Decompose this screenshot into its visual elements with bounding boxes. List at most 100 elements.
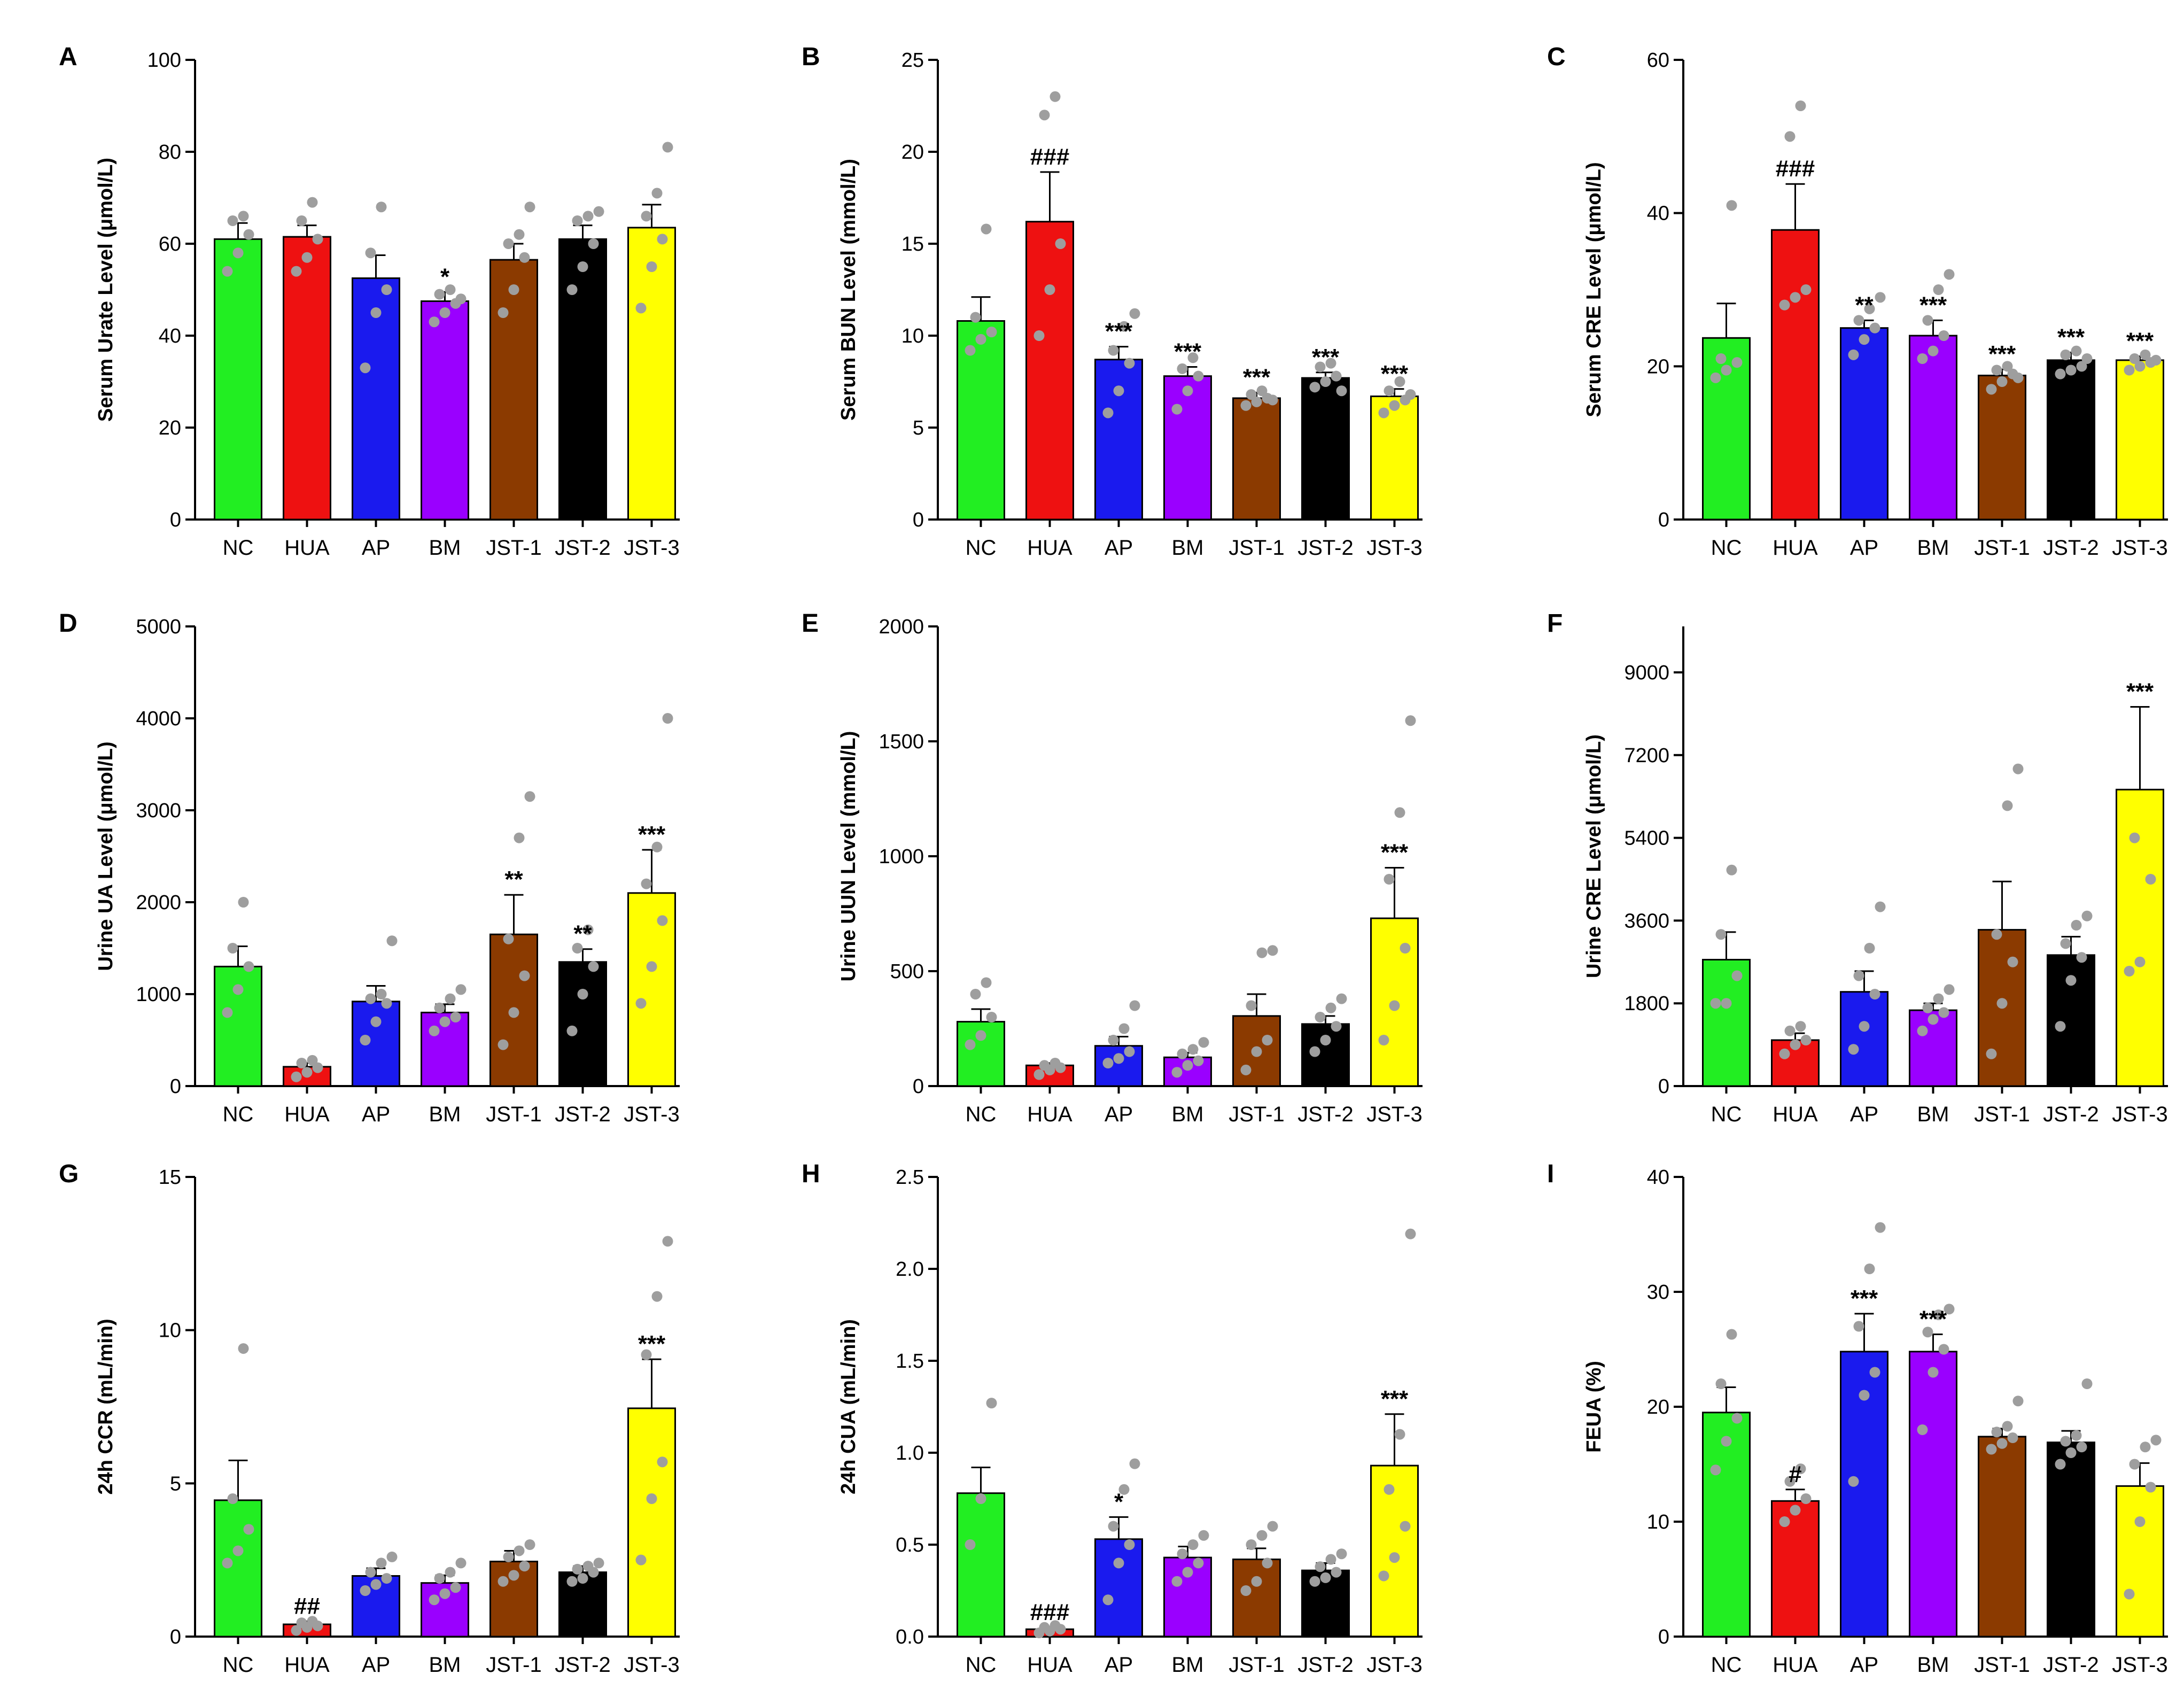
data-point-BM [434,1002,445,1013]
data-point-AP [1118,1023,1130,1034]
data-point-HUA [296,215,307,226]
x-tick-label-NC: NC [1711,1103,1742,1126]
data-point-JST-1 [1256,1530,1268,1541]
data-point-JST-1 [524,201,535,213]
data-point-NC [243,961,254,972]
data-point-AP [1102,407,1114,418]
data-point-BM [1922,315,1933,326]
data-point-NC [1710,998,1721,1009]
x-tick-label-AP: AP [1105,1653,1133,1677]
data-point-JST-2 [1331,370,1342,382]
data-point-JST-2 [1325,1554,1336,1565]
chart-panel-B: B Serum BUN Level (mmol/L) 0 5 10 15 20 25 NC ###… [802,43,1423,560]
data-point-JST-1 [498,1576,509,1587]
panel-label: D [59,609,77,638]
data-point-NC [1731,1413,1743,1424]
y-tick-label: 1.5 [896,1350,924,1373]
data-point-JST-2 [1309,1576,1320,1587]
data-point-JST-1 [503,1551,514,1562]
x-tick-label-BM: BM [1172,1653,1204,1677]
data-point-JST-1 [1262,1035,1273,1045]
data-point-JST-1 [1991,1427,2002,1438]
x-tick-label-JST-2: JST-2 [2043,1653,2098,1677]
data-point-JST-1 [1251,1576,1262,1587]
x-tick-label-JST-1: JST-1 [486,1653,541,1677]
x-tick-label-HUA: HUA [1027,536,1072,560]
chart-panel-F: F Urine CRE Level (μmol/L) 0 1800 3600 5400 72… [1547,609,2168,1126]
data-point-JST-2 [2060,349,2071,360]
data-point-BM [1933,284,1944,295]
significance-marker-JST-3: *** [1381,1386,1409,1412]
data-point-JST-2 [1320,376,1331,387]
data-point-NC [965,1039,976,1050]
data-point-NC [232,1545,244,1556]
x-tick-label-JST-3: JST-3 [1366,1103,1422,1126]
bar-JST-3 [1370,1464,1419,1638]
y-tick-label: 5 [170,1472,181,1495]
data-point-AP [360,362,371,374]
y-tick-label: 20 [1647,1396,1669,1419]
data-point-JST-3 [2134,956,2146,967]
data-point-AP [1124,358,1135,369]
data-point-BM [1922,1002,1933,1013]
chart-panel-H: H 24h CUA (mL/min) 0.0 0.5 1.0 1.5 2.0 2.5 NC ###… [802,1160,1423,1677]
y-tick-label: 60 [159,233,181,255]
data-point-JST-1 [1986,384,1997,395]
data-point-BM [1944,1304,1955,1315]
x-tick-label-JST-2: JST-2 [2043,536,2098,560]
bar-JST-2 [558,238,607,521]
x-tick-label-HUA: HUA [1773,1653,1818,1677]
data-point-HUA [1784,1025,1796,1036]
data-point-JST-1 [1262,1557,1273,1569]
bar-BM [1909,335,1957,521]
data-point-JST-3 [1405,1228,1416,1239]
data-point-AP [1129,308,1140,319]
data-point-JST-1 [2012,372,2024,383]
data-point-JST-3 [2129,1459,2140,1470]
data-point-BM [455,1557,467,1569]
y-axis-label: FEUA (%) [1583,1361,1605,1453]
data-point-BM [434,289,445,300]
bar-NC [1702,959,1751,1087]
data-point-AP [365,993,376,1004]
y-tick-label: 80 [159,141,181,164]
significance-marker-AP: ** [1855,292,1874,318]
data-point-AP [386,935,398,947]
x-tick-label-NC: NC [966,1103,997,1126]
data-point-NC [222,1557,233,1569]
data-point-JST-2 [1315,361,1326,373]
data-point-HUA [1033,330,1045,341]
data-point-JST-1 [1991,365,2002,376]
data-point-BM [1938,330,1949,341]
data-point-JST-1 [498,1039,509,1050]
x-tick-label-AP: AP [1850,1653,1878,1677]
data-point-JST-2 [2071,920,2082,931]
x-tick-label-BM: BM [1172,536,1204,560]
data-point-JST-1 [1256,385,1268,397]
data-point-NC [1715,353,1727,364]
data-point-JST-2 [582,211,594,222]
data-point-HUA [1050,1620,1061,1631]
x-tick-label-JST-1: JST-1 [486,536,541,560]
data-point-JST-1 [1267,1521,1278,1532]
bar-HUA [283,236,331,521]
data-point-JST-1 [514,1545,525,1556]
x-tick-label-JST-2: JST-2 [1297,536,1353,560]
x-tick-label-BM: BM [429,1653,461,1677]
data-point-JST-3 [2129,353,2140,364]
data-point-NC [222,266,233,277]
panel-label: I [1547,1160,1554,1188]
data-point-AP [1113,1557,1124,1569]
data-point-JST-3 [662,1236,673,1247]
data-point-BM [439,1016,450,1027]
y-axis-label: 24h CCR (mL/min) [95,1319,117,1494]
x-tick-label-JST-3: JST-3 [1366,536,1422,560]
data-point-BM [1182,385,1193,397]
x-tick-label-BM: BM [429,1103,461,1126]
data-point-JST-3 [651,1291,663,1302]
data-point-JST-3 [2124,966,2135,976]
data-point-NC [1721,1436,1732,1447]
y-axis-label: Serum Urate Level (μmol/L) [95,158,117,422]
chart-panel-D: D Urine UA Level (μmol/L) 0 1000 2000 3000 400… [59,609,680,1126]
data-point-JST-2 [582,1561,594,1572]
